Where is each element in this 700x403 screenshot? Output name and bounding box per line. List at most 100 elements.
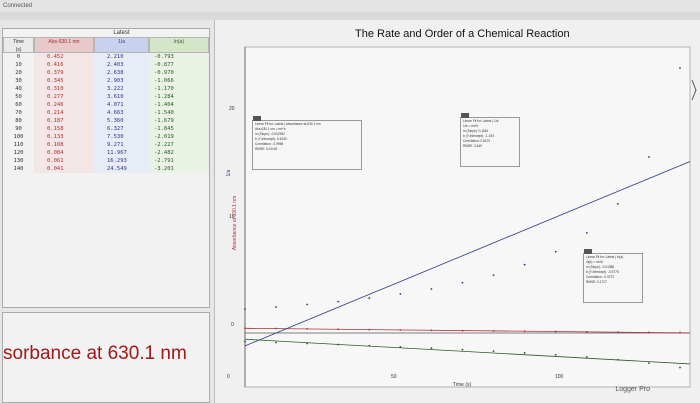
cell-lna[interactable]: -3.201 [149, 165, 209, 173]
cell-recip[interactable]: 6.327 [94, 125, 149, 133]
cell-time[interactable]: 20 [15, 70, 22, 76]
cell-absorbance[interactable]: 0.416 [34, 61, 94, 69]
cell-recip[interactable]: 2.210 [94, 53, 149, 61]
data-table[interactable]: Latest Time (s) Abs-630.1 nm 1/a ln(a) 0… [2, 28, 210, 308]
column-header-time[interactable]: Time (s) [3, 37, 34, 53]
cell-lna[interactable]: -2.482 [149, 149, 209, 157]
cell-time[interactable]: 60 [15, 102, 22, 108]
cell-lna[interactable]: -0.793 [149, 53, 209, 61]
fit-equation: Abs-630.1 nm = mt+b [255, 127, 286, 131]
cell-time[interactable]: 90 [15, 126, 22, 132]
fit-box-handle[interactable] [253, 116, 261, 121]
cell-absorbance[interactable]: 0.214 [34, 109, 94, 117]
fit-box-absorbance[interactable]: Linear Fit for: Latest | Absorbance at 6… [252, 116, 362, 170]
table-row[interactable]: 130 0.061 16.293 -2.791 [3, 157, 209, 165]
cell-absorbance[interactable]: 0.187 [34, 117, 94, 125]
x-axis-label[interactable]: Time (s) [453, 382, 472, 388]
cell-lna[interactable]: -0.877 [149, 61, 209, 69]
fit-rmse: RMSE: 3.449 [463, 144, 482, 148]
cell-recip[interactable]: 3.222 [94, 85, 149, 93]
cell-recip[interactable]: 4.071 [94, 101, 149, 109]
table-row[interactable]: 80 0.187 5.360 -1.679 [3, 117, 209, 125]
cell-time[interactable]: 10 [15, 62, 22, 68]
cell-lna[interactable]: -2.227 [149, 141, 209, 149]
fit-box-recip[interactable]: Linear Fit for: Latest | 1/a 1/a = mt+b … [460, 113, 520, 167]
cell-absorbance[interactable]: 0.133 [34, 133, 94, 141]
cell-time[interactable]: 100 [13, 134, 24, 140]
cell-time[interactable]: 30 [15, 78, 22, 84]
cell-lna[interactable]: -2.791 [149, 157, 209, 165]
cell-absorbance[interactable]: 0.041 [34, 165, 94, 173]
column-header-absorbance[interactable]: Abs-630.1 nm [34, 37, 94, 53]
point-recip [430, 288, 433, 290]
table-row[interactable]: 100 0.133 7.530 -2.019 [3, 133, 209, 141]
cell-recip[interactable]: 2.638 [94, 69, 149, 77]
y-axis-label-absorbance[interactable]: Absorbance at 630.1 nm [232, 195, 238, 251]
cell-lna[interactable]: -1.066 [149, 77, 209, 85]
cell-recip[interactable]: 7.530 [94, 133, 149, 141]
point-lna [399, 345, 402, 348]
cell-recip[interactable]: 11.967 [94, 149, 149, 157]
cell-time[interactable]: 130 [13, 158, 24, 164]
cell-time[interactable]: 70 [15, 110, 22, 116]
point-recip [461, 281, 464, 284]
cell-recip[interactable]: 4.663 [94, 109, 149, 117]
cell-lna[interactable]: -0.970 [149, 69, 209, 77]
y-axis-label-recip[interactable]: 1/a [226, 169, 232, 177]
cell-time[interactable]: 80 [15, 118, 22, 124]
cell-absorbance[interactable]: 0.379 [34, 69, 94, 77]
cell-recip[interactable]: 5.360 [94, 117, 149, 125]
cell-recip[interactable]: 3.610 [94, 93, 149, 101]
cell-absorbance[interactable]: 0.310 [34, 85, 94, 93]
point-recip [337, 300, 340, 303]
cell-recip[interactable]: 9.271 [94, 141, 149, 149]
cell-absorbance[interactable]: 0.108 [34, 141, 94, 149]
cell-absorbance[interactable]: 0.061 [34, 157, 94, 165]
table-row[interactable]: 70 0.214 4.663 -1.540 [3, 109, 209, 117]
table-row[interactable]: 110 0.108 9.271 -2.227 [3, 141, 209, 149]
fit-intercept: b (Y-Intercept): -1.193 [463, 134, 494, 138]
cell-lna[interactable]: -1.845 [149, 125, 209, 133]
cell-recip[interactable]: 24.549 [94, 165, 149, 173]
cell-absorbance[interactable]: 0.246 [34, 101, 94, 109]
cell-time[interactable]: 140 [13, 166, 24, 172]
cell-time[interactable]: 120 [13, 150, 24, 156]
cell-absorbance[interactable]: 0.345 [34, 77, 94, 85]
fit-box-handle[interactable] [461, 113, 469, 118]
table-row[interactable]: 20 0.379 2.638 -0.970 [3, 69, 209, 77]
fit-box-handle[interactable] [584, 249, 592, 254]
cell-absorbance[interactable]: 0.084 [34, 149, 94, 157]
cell-lna[interactable]: -1.404 [149, 101, 209, 109]
column-header-recip[interactable]: 1/a [94, 37, 149, 53]
cell-lna[interactable]: -1.679 [149, 117, 209, 125]
cell-lna[interactable]: -1.284 [149, 93, 209, 101]
table-row[interactable]: 30 0.345 2.903 -1.066 [3, 77, 209, 85]
cell-time[interactable]: 0 [16, 54, 21, 60]
cell-time[interactable]: 50 [15, 94, 22, 100]
cell-lna[interactable]: -1.170 [149, 85, 209, 93]
plot-area[interactable] [215, 20, 700, 403]
table-row[interactable]: 50 0.277 3.610 -1.284 [3, 93, 209, 101]
graph-scroll-indicator[interactable] [691, 60, 697, 360]
column-header-lna[interactable]: ln(a) [149, 37, 209, 53]
cell-recip[interactable]: 2.403 [94, 61, 149, 69]
cell-recip[interactable]: 2.903 [94, 77, 149, 85]
table-row[interactable]: 140 0.041 24.549 -3.201 [3, 165, 209, 173]
cell-time[interactable]: 40 [15, 86, 22, 92]
cell-absorbance[interactable]: 0.452 [34, 53, 94, 61]
fit-box-lna[interactable]: Linear Fit for: Latest | ln(a) ln(a) = m… [583, 249, 643, 303]
table-row[interactable]: 90 0.158 6.327 -1.845 [3, 125, 209, 133]
cell-recip[interactable]: 16.293 [94, 157, 149, 165]
cell-time[interactable]: 110 [13, 142, 24, 148]
cell-lna[interactable]: -1.540 [149, 109, 209, 117]
cell-absorbance[interactable]: 0.158 [34, 125, 94, 133]
table-row[interactable]: 120 0.084 11.967 -2.482 [3, 149, 209, 157]
table-row[interactable]: 40 0.310 3.222 -1.170 [3, 85, 209, 93]
x-tick-100: 100 [555, 374, 564, 380]
cell-absorbance[interactable]: 0.277 [34, 93, 94, 101]
table-row[interactable]: 60 0.246 4.071 -1.404 [3, 101, 209, 109]
graph-pane[interactable]: The Rate and Order of a Chemical Reactio… [215, 20, 700, 403]
cell-lna[interactable]: -2.019 [149, 133, 209, 141]
table-row[interactable]: 0 0.452 2.210 -0.793 [3, 53, 209, 61]
table-row[interactable]: 10 0.416 2.403 -0.877 [3, 61, 209, 69]
